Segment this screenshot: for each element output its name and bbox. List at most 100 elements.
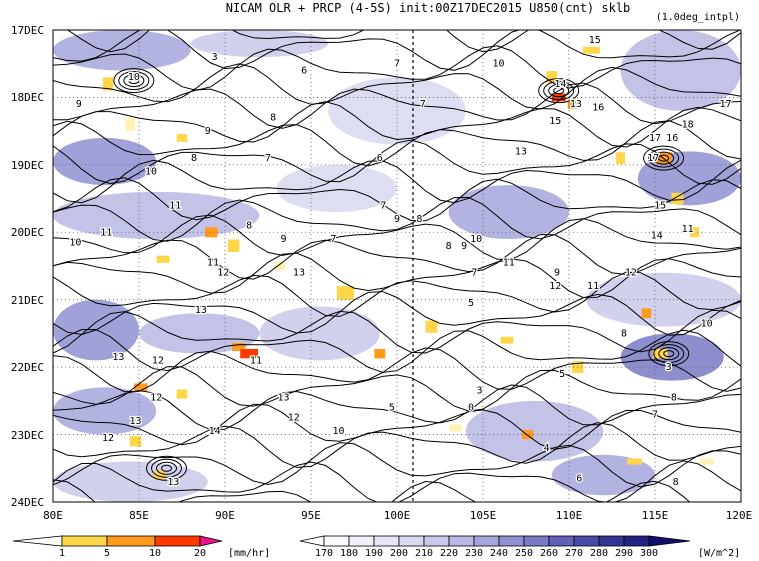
contour-line bbox=[53, 139, 741, 185]
contour-ring bbox=[658, 154, 670, 162]
y-tick-label: 23DEC bbox=[11, 429, 44, 442]
precip-shading-cell bbox=[156, 255, 170, 263]
olr-shading-cell bbox=[620, 30, 741, 111]
contour-label: 8 bbox=[416, 214, 422, 225]
contour-label: 11 bbox=[100, 227, 112, 238]
contour-label: 12 bbox=[150, 392, 162, 403]
olr-colorbar-unit: [W/m^2] bbox=[698, 548, 740, 559]
olr-colorbar bbox=[299, 535, 691, 547]
x-axis: 80E 85E 90E 95E 100E 105E 110E 115E 120E bbox=[43, 509, 752, 522]
olr-shading-cell bbox=[53, 30, 191, 71]
contour-label: 12 bbox=[152, 355, 164, 366]
olr-colorbar-labels: 170 180 190 200 210 220 230 240 250 260 … bbox=[315, 548, 740, 559]
contour-label: 11 bbox=[587, 281, 599, 292]
olr-colorbar-cell bbox=[423, 535, 450, 547]
contour-label: 0 bbox=[468, 403, 474, 414]
contour-label: 3 bbox=[477, 386, 483, 397]
contour-label: 9 bbox=[461, 241, 467, 252]
contour-label: 5 bbox=[559, 369, 565, 380]
contour-label: 11 bbox=[207, 258, 219, 269]
olr-colorbar-cell bbox=[299, 535, 325, 547]
contour-label: 13 bbox=[277, 392, 289, 403]
contour-ring bbox=[118, 71, 150, 91]
y-tick-label: 22DEC bbox=[11, 361, 44, 374]
olr-shading-cell bbox=[53, 191, 260, 240]
contour-label: 6 bbox=[576, 473, 582, 484]
olr-colorbar-label: 280 bbox=[590, 548, 608, 559]
precip-shading-cell bbox=[231, 342, 246, 351]
x-tick-label: 120E bbox=[726, 509, 753, 522]
precip-shading-cell bbox=[500, 336, 514, 344]
plot-frame bbox=[52, 29, 742, 503]
contour-line bbox=[53, 214, 741, 260]
olr-colorbar-label: 170 bbox=[315, 548, 333, 559]
contour-label: 10 bbox=[145, 167, 157, 178]
x-tick-label: 110E bbox=[556, 509, 583, 522]
contour-label: 14 bbox=[209, 426, 221, 437]
precip-colorbar-label: 10 bbox=[149, 548, 161, 559]
precip-shading-cell bbox=[546, 71, 558, 84]
olr-colorbar-label: 200 bbox=[390, 548, 408, 559]
contour-label: 9 bbox=[394, 214, 400, 225]
chart-subtitle: (1.0deg_intpl) bbox=[656, 12, 740, 23]
contour-label: 7 bbox=[265, 153, 271, 164]
contour-label: 14 bbox=[651, 231, 663, 242]
olr-colorbar-cell bbox=[598, 535, 625, 547]
olr-shading-cell bbox=[139, 313, 260, 354]
contour-ring bbox=[648, 341, 690, 367]
contour-line bbox=[53, 460, 741, 502]
x-tick-label: 80E bbox=[43, 509, 63, 522]
contour-label: 13 bbox=[293, 268, 305, 279]
x-tick-label: 100E bbox=[384, 509, 411, 522]
contour-label: 6 bbox=[301, 65, 307, 76]
contour-line bbox=[53, 159, 741, 204]
contour-label: 7 bbox=[330, 234, 336, 245]
precip-shading-cell bbox=[102, 77, 114, 91]
olr-colorbar-label: 290 bbox=[615, 548, 633, 559]
olr-colorbar-cell bbox=[448, 535, 475, 547]
contour-label: 12 bbox=[217, 268, 229, 279]
contour-label: 11 bbox=[682, 224, 694, 235]
contour-ring bbox=[151, 458, 183, 478]
y-tick-label: 21DEC bbox=[11, 294, 44, 307]
contour-ring bbox=[161, 464, 173, 472]
y-tick-label: 20DEC bbox=[11, 226, 44, 239]
contour-label: 17 bbox=[719, 99, 731, 110]
contour-label: 9 bbox=[280, 234, 286, 245]
olr-shading-cell bbox=[448, 185, 569, 240]
contour-label: 13 bbox=[570, 99, 582, 110]
contour-label: 7 bbox=[471, 268, 477, 279]
precip-shading-cell bbox=[176, 133, 188, 142]
contour-label: 7 bbox=[380, 200, 386, 211]
contour-ring bbox=[548, 84, 570, 98]
contour-line bbox=[53, 271, 741, 317]
precip-colorbar-labels: 1 5 10 20 [mm/hr] bbox=[59, 548, 270, 559]
precip-colorbar-cell bbox=[154, 535, 201, 547]
contour-line bbox=[53, 30, 741, 71]
precip-colorbar-cell bbox=[106, 535, 156, 547]
contour-label: 9 bbox=[76, 99, 82, 110]
y-tick-label: 19DEC bbox=[11, 159, 44, 172]
precip-shading-cell bbox=[449, 423, 462, 432]
contour-label: 10 bbox=[701, 318, 713, 329]
contour-label: 13 bbox=[195, 305, 207, 316]
precip-colorbar-label: 20 bbox=[194, 548, 206, 559]
olr-shading-cell bbox=[259, 306, 380, 361]
contour-label: 5 bbox=[389, 403, 395, 414]
contour-line bbox=[53, 120, 741, 167]
olr-shading-cell bbox=[620, 333, 724, 381]
contour-label: 11 bbox=[169, 200, 181, 211]
precip-colorbar bbox=[12, 535, 223, 547]
contour-label: 13 bbox=[130, 416, 142, 427]
olr-colorbar-cell bbox=[498, 535, 525, 547]
contour-line bbox=[53, 309, 741, 354]
precip-colorbar-label: 5 bbox=[104, 548, 110, 559]
contour-line bbox=[53, 403, 741, 450]
contour-line bbox=[53, 82, 741, 129]
contour-ring bbox=[653, 344, 685, 364]
precip-shading-cell bbox=[652, 348, 668, 359]
contour-label: 3 bbox=[212, 52, 218, 63]
olr-colorbar-label: 210 bbox=[415, 548, 433, 559]
